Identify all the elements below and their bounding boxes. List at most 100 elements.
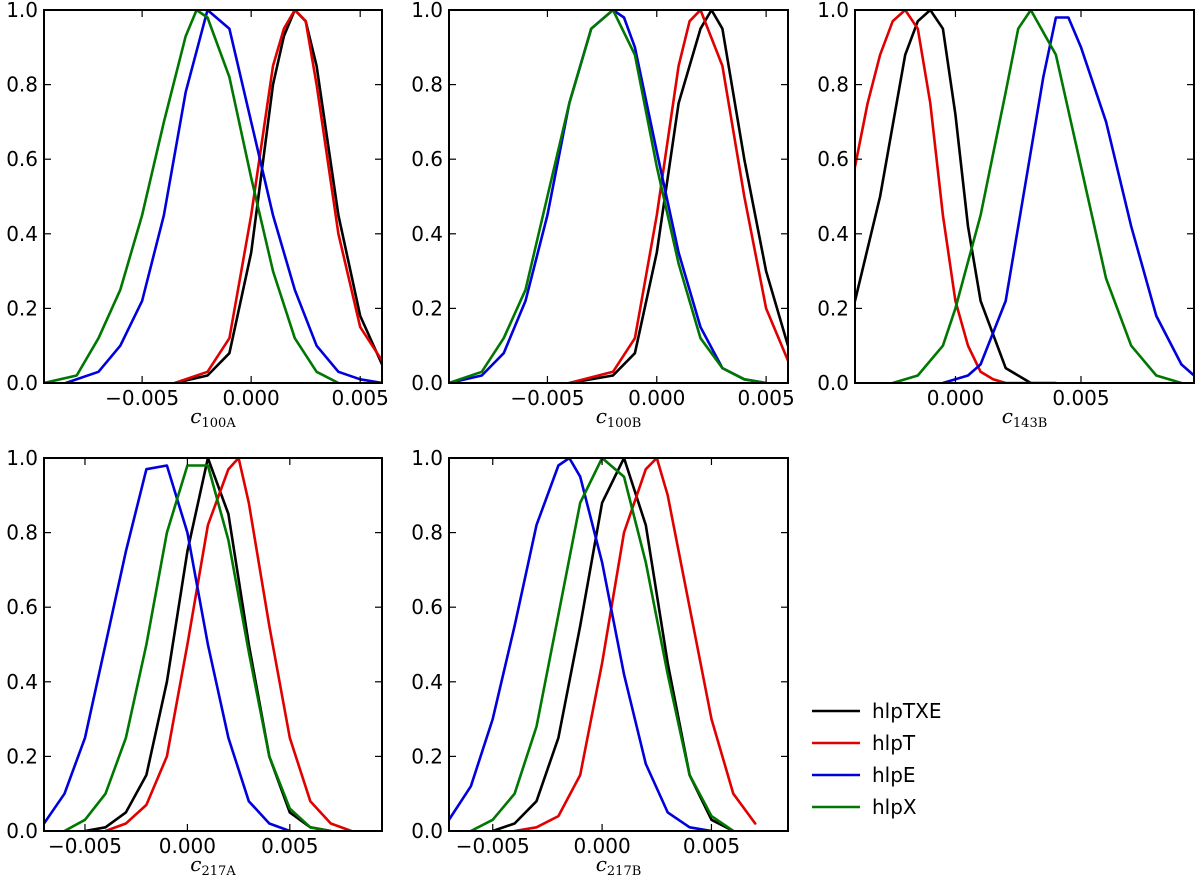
y-tick-label: 0.8	[817, 73, 849, 97]
series-line-hlpE	[44, 464, 292, 831]
series-line-hlpX	[891, 10, 1183, 383]
subplot-217A: 0.0 0.2 0.4 0.6 0.8 1.0 −0.005 0.000 0.005 c217A	[6, 446, 383, 878]
series-line-hlpT	[513, 458, 757, 831]
axes-frame	[448, 457, 789, 832]
x-tick-label: 0.005	[683, 834, 740, 858]
series-line-hlpX	[469, 458, 735, 831]
series-line-hlpTXE	[83, 458, 333, 831]
x-axis-label-sub: 143B	[1013, 416, 1047, 431]
y-tick-label: 0.2	[411, 296, 443, 320]
y-tick-label: 0.8	[411, 521, 443, 545]
x-tick-label: 0.005	[737, 386, 794, 410]
series-line-hlpX	[44, 10, 340, 383]
legend-entry-hlpE: hlpE	[812, 763, 916, 787]
y-tick-label: 0.4	[411, 670, 443, 694]
x-axis-label-var: c	[596, 852, 607, 876]
x-tick-label: 0.005	[332, 386, 389, 410]
x-tick-label: 0.000	[573, 834, 630, 858]
subplot-217B: 0.0 0.2 0.4 0.6 0.8 1.0 −0.005 0.000 0.005 c217B	[411, 446, 789, 878]
x-axis-label-sub: 217A	[202, 864, 237, 878]
legend-entry-hlpTXE: hlpTXE	[812, 699, 941, 723]
subplot-grid: 0.00.20.40.60.81.0−0.005 0.000 0.005c100A0…	[6, 0, 1195, 878]
y-tick-label: 0.4	[817, 222, 849, 246]
legend-entry-hlpX: hlpX	[812, 795, 917, 819]
series-line-hlpT	[173, 10, 382, 383]
y-tick-label: 0.4	[6, 670, 38, 694]
x-axis-label-var: c	[190, 404, 201, 428]
axes-frame	[43, 457, 383, 832]
series-group	[44, 458, 353, 831]
x-axis-label: c100B	[596, 404, 642, 431]
subplot-100B: 0.0 0.2 0.4 0.6 0.8 1.0 −0.005 0.000 0.005 c100B	[411, 0, 795, 431]
y-tick-label: 0.6	[817, 147, 849, 171]
x-axis-label-var: c	[1002, 404, 1013, 428]
x-tick-label: −0.005	[105, 386, 179, 410]
y-tick-label: 0.8	[411, 73, 443, 97]
legend-label: hlpX	[872, 795, 917, 819]
series-line-hlpTXE	[173, 10, 382, 383]
x-axis-label: c143B	[1002, 404, 1048, 431]
y-tick-label: 0.2	[817, 296, 849, 320]
x-tick-label: 0.000	[159, 834, 216, 858]
x-tick-label: −0.005	[510, 386, 584, 410]
x-tick-label: 0.005	[261, 834, 318, 858]
y-tick-label: 0.8	[6, 521, 38, 545]
y-tick-label: 0.6	[411, 147, 443, 171]
y-tick-label: 0.0	[6, 371, 38, 395]
y-tick-label: 1.0	[411, 0, 443, 22]
x-tick-label: 0.005	[1052, 386, 1109, 410]
x-axis-label-var: c	[190, 852, 201, 876]
y-tick-label: 1.0	[817, 0, 849, 22]
series-line-hlpTXE	[568, 10, 788, 383]
y-tick-label: 0.4	[6, 222, 38, 246]
series-group	[449, 10, 788, 383]
x-tick-label: 0.000	[223, 386, 280, 410]
x-tick-label: −0.005	[48, 834, 122, 858]
subplot-100A: 0.0 0.2 0.4 0.6 0.8 1.0 −0.005 0.000 0.005 c100A	[6, 0, 389, 431]
y-tick-label: 1.0	[411, 446, 443, 470]
x-axis-label-sub: 100A	[202, 416, 237, 431]
y-tick-label: 1.0	[6, 0, 38, 22]
legend-entry-hlpT: hlpT	[812, 731, 916, 755]
series-line-hlpT	[568, 10, 788, 383]
x-axis-label: c217B	[596, 852, 642, 878]
legend-label: hlpT	[872, 731, 916, 755]
y-tick-label: 0.6	[6, 147, 38, 171]
series-line-hlpT	[855, 10, 1033, 383]
y-tick-label: 0.6	[411, 595, 443, 619]
legend-label: hlpE	[872, 763, 916, 787]
y-tick-label: 0.0	[6, 819, 38, 843]
axes-frame	[43, 9, 383, 384]
x-axis-label: c217A	[190, 852, 236, 878]
series-group	[449, 458, 757, 831]
y-tick-label: 0.0	[411, 819, 443, 843]
series-line-hlpTXE	[855, 10, 1058, 383]
series-line-hlpX	[449, 10, 768, 383]
y-tick-label: 0.4	[411, 222, 443, 246]
y-tick-label: 0.0	[411, 371, 443, 395]
x-tick-label: 0.000	[927, 386, 984, 410]
series-line-hlpE	[449, 10, 768, 383]
y-tick-label: 0.0	[817, 371, 849, 395]
x-tick-label: 0.000	[628, 386, 685, 410]
x-axis-label: c100A	[190, 404, 236, 431]
x-axis-label-sub: 217B	[607, 864, 641, 878]
series-line-hlpE	[64, 10, 382, 383]
axes-frame	[448, 9, 789, 384]
y-tick-label: 0.2	[6, 296, 38, 320]
y-tick-label: 0.6	[6, 595, 38, 619]
legend: hlpTXE hlpT hlpE hlpX	[812, 699, 941, 819]
series-line-hlpX	[63, 464, 333, 831]
legend-label: hlpTXE	[872, 699, 941, 723]
y-tick-label: 0.2	[411, 744, 443, 768]
y-tick-label: 1.0	[6, 446, 38, 470]
x-axis-label-var: c	[596, 404, 607, 428]
x-axis-label-sub: 100B	[607, 416, 641, 431]
series-group	[855, 10, 1194, 383]
series-group	[44, 10, 382, 383]
y-tick-label: 0.8	[6, 73, 38, 97]
x-tick-label: −0.005	[456, 834, 530, 858]
y-tick-label: 0.2	[6, 744, 38, 768]
